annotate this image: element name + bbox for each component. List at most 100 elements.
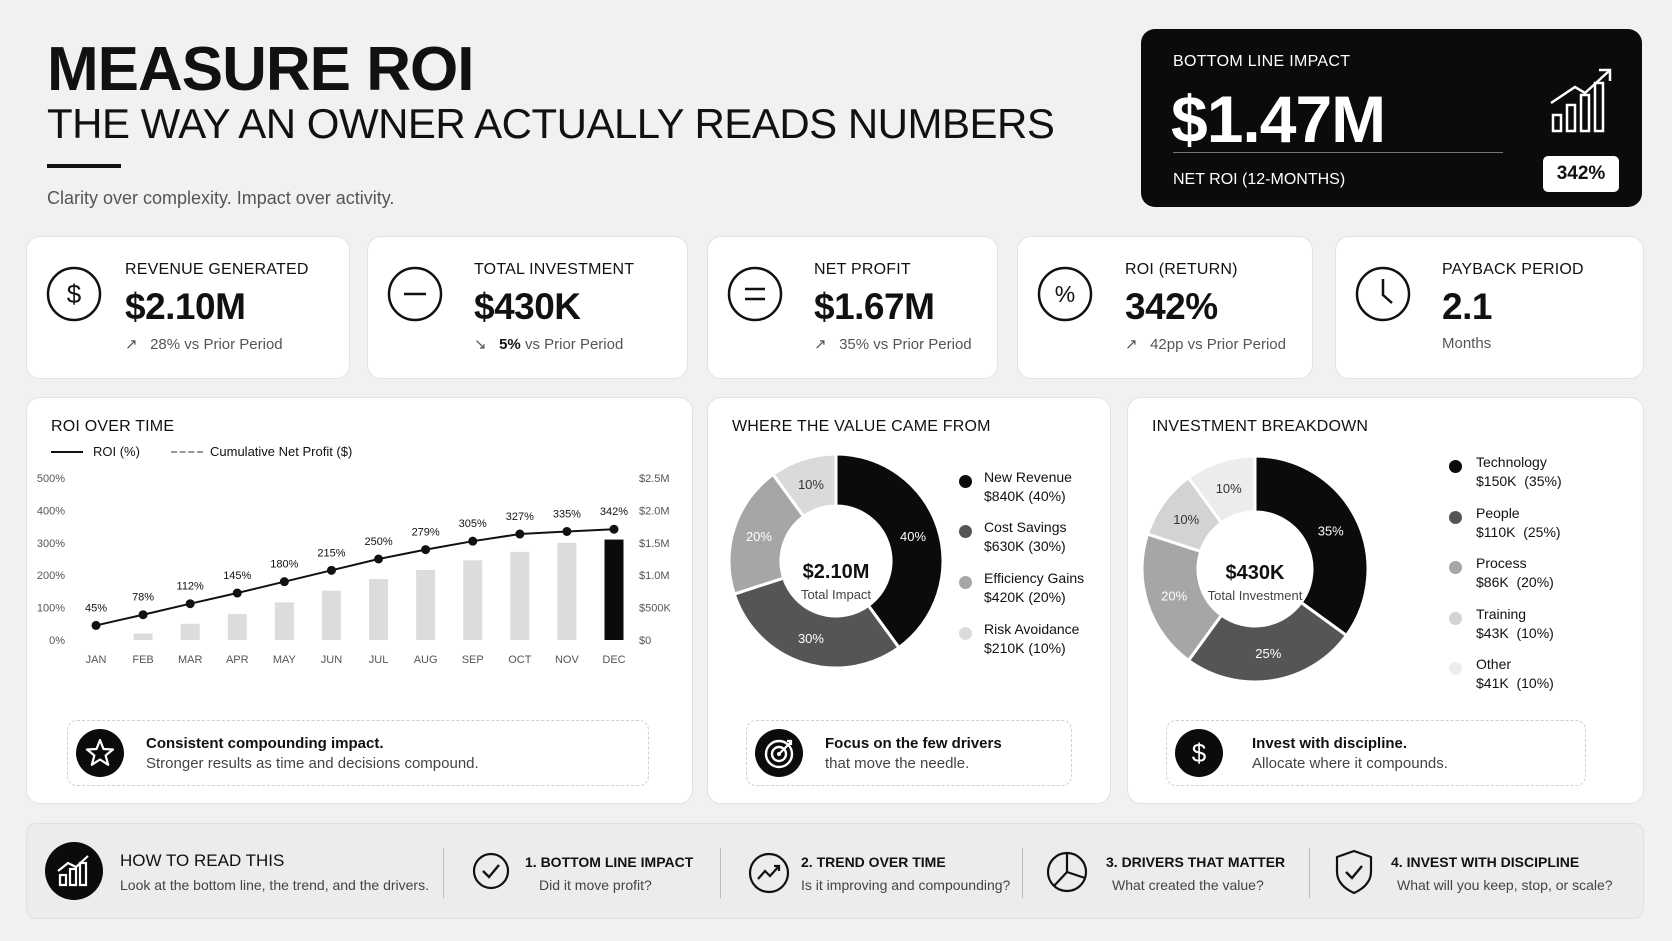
- pie-icon: [1046, 851, 1088, 893]
- slice-label: 25%: [1255, 646, 1281, 661]
- kpi-value: $430K: [474, 286, 581, 327]
- star-icon: [76, 729, 124, 777]
- hero-divider: [1173, 152, 1503, 153]
- legend-name: New Revenue: [984, 469, 1072, 485]
- arrow-up-right-icon: ↗: [125, 336, 138, 353]
- legend-dot: [1449, 460, 1462, 473]
- donut-center-value: $2.10M: [802, 561, 870, 583]
- hero-value: $1.47M: [1171, 82, 1386, 156]
- donut-slice: [1140, 532, 1224, 663]
- bar: [227, 614, 247, 640]
- footer-step-text: Did it move profit?: [539, 877, 652, 893]
- legend-item: Cost Savings $630K (30%): [984, 518, 1066, 556]
- donut-slice: [771, 452, 838, 519]
- donut-slice: [1186, 454, 1257, 525]
- data-label: 112%: [177, 581, 205, 593]
- data-label: 250%: [364, 536, 392, 548]
- kpi-label: TOTAL INVESTMENT: [474, 261, 635, 278]
- target-icon: [755, 729, 803, 777]
- bar: [557, 542, 577, 640]
- footer-divider: [1309, 848, 1310, 898]
- dollar-circle-icon: $: [1175, 729, 1223, 777]
- line-point: [374, 554, 384, 564]
- legend-dot: [1449, 561, 1462, 574]
- x-tick: SEP: [462, 654, 484, 666]
- legend-item: Technology $150K (35%): [1476, 453, 1562, 491]
- y-tick-right: $0: [639, 635, 651, 647]
- legend-detail: $630K (30%): [984, 538, 1066, 554]
- svg-text:%: %: [1055, 281, 1075, 307]
- legend-item: Risk Avoidance $210K (10%): [984, 620, 1079, 658]
- slice-label: 20%: [746, 529, 772, 544]
- equals-icon: [727, 266, 783, 322]
- kpi-delta-text: 35% vs Prior Period: [839, 336, 972, 353]
- value-source-panel: WHERE THE VALUE CAME FROM 40% 30% 20% 10% $…: [707, 397, 1111, 804]
- y-tick-left: 0%: [49, 635, 65, 647]
- footer-step-title: 3. DRIVERS THAT MATTER: [1106, 854, 1286, 870]
- legend-dot: [959, 475, 972, 488]
- legend-item: Efficiency Gains $420K (20%): [984, 569, 1084, 607]
- panel-title: WHERE THE VALUE CAME FROM: [732, 418, 991, 435]
- slice-label: 10%: [798, 477, 824, 492]
- kpi-delta-text: vs Prior Period: [524, 336, 624, 353]
- legend-detail: $43K (10%): [1476, 625, 1554, 641]
- line-point: [326, 565, 336, 575]
- data-label: 45%: [85, 602, 107, 614]
- y-tick-right: $2.0M: [639, 505, 670, 517]
- arrow-up-right-icon: ↗: [814, 336, 827, 353]
- kpi-delta: ↘ 5% vs Prior Period: [474, 335, 623, 353]
- legend-item: Other $41K (10%): [1476, 655, 1554, 693]
- svg-text:$: $: [67, 279, 82, 309]
- footer-step-title: 4. INVEST WITH DISCIPLINE: [1391, 854, 1580, 870]
- kpi-delta-bold: 5%: [499, 336, 521, 353]
- y-tick-right: $500K: [639, 603, 671, 615]
- bar: [133, 633, 153, 640]
- kpi-delta-text: Months: [1442, 335, 1492, 352]
- legend-detail: $150K (35%): [1476, 473, 1562, 489]
- kpi-delta-text: 28% vs Prior Period: [150, 336, 283, 353]
- svg-text:$: $: [1192, 738, 1207, 768]
- x-tick: JAN: [86, 654, 107, 666]
- chart-analytics-icon: [45, 842, 103, 900]
- line-point: [515, 529, 525, 539]
- slice-label: 30%: [798, 631, 824, 646]
- footer-divider: [443, 848, 444, 898]
- donut-slice: [1186, 600, 1349, 684]
- kpi-card-payback: PAYBACK PERIOD 2.1 Months: [1335, 236, 1644, 379]
- data-label: 305%: [459, 518, 487, 530]
- roi-callout: Consistent compounding impact. Stronger …: [67, 720, 649, 786]
- y-tick-left: 500%: [37, 473, 65, 485]
- footer-intro-title: HOW TO READ THIS: [120, 851, 285, 870]
- footer-divider: [720, 848, 721, 898]
- donut-center-value: $430K: [1225, 562, 1285, 584]
- panel-title: ROI OVER TIME: [51, 418, 175, 435]
- line-point: [421, 545, 431, 555]
- dollar-icon: $: [46, 266, 102, 322]
- x-tick: MAY: [273, 654, 297, 666]
- kpi-delta: Months: [1442, 335, 1491, 352]
- footer-intro-text: Look at the bottom line, the trend, and …: [120, 877, 429, 893]
- kpi-label: PAYBACK PERIOD: [1442, 261, 1584, 278]
- legend-bar-swatch: [171, 451, 203, 453]
- slice-label: 40%: [900, 529, 926, 544]
- kpi-delta: ↗ 35% vs Prior Period: [814, 335, 972, 353]
- kpi-card-roi: % ROI (RETURN) 342% ↗ 42pp vs Prior Peri…: [1017, 236, 1313, 379]
- legend-detail: $840K (40%): [984, 488, 1066, 504]
- roi-line: [95, 528, 615, 627]
- value-callout: Focus on the few drivers that move the n…: [746, 720, 1072, 786]
- invest-callout: $ Invest with discipline. Allocate where…: [1166, 720, 1586, 786]
- kpi-card-revenue: $ REVENUE GENERATED $2.10M ↗ 28% vs Prio…: [26, 236, 350, 379]
- donut-center-label: Total Impact: [800, 587, 872, 602]
- x-tick: OCT: [508, 654, 532, 666]
- hero-label: BOTTOM LINE IMPACT: [1173, 53, 1351, 70]
- page-subtitle: THE WAY AN OWNER ACTUALLY READS NUMBERS: [47, 100, 1055, 147]
- legend-name: Process: [1476, 555, 1527, 571]
- minus-icon: [387, 266, 443, 322]
- legend-detail: $41K (10%): [1476, 675, 1554, 691]
- bar: [510, 551, 530, 640]
- kpi-value: $1.67M: [814, 286, 935, 327]
- x-tick: NOV: [555, 654, 580, 666]
- bar: [416, 570, 436, 640]
- panel-title: INVESTMENT BREAKDOWN: [1152, 418, 1369, 435]
